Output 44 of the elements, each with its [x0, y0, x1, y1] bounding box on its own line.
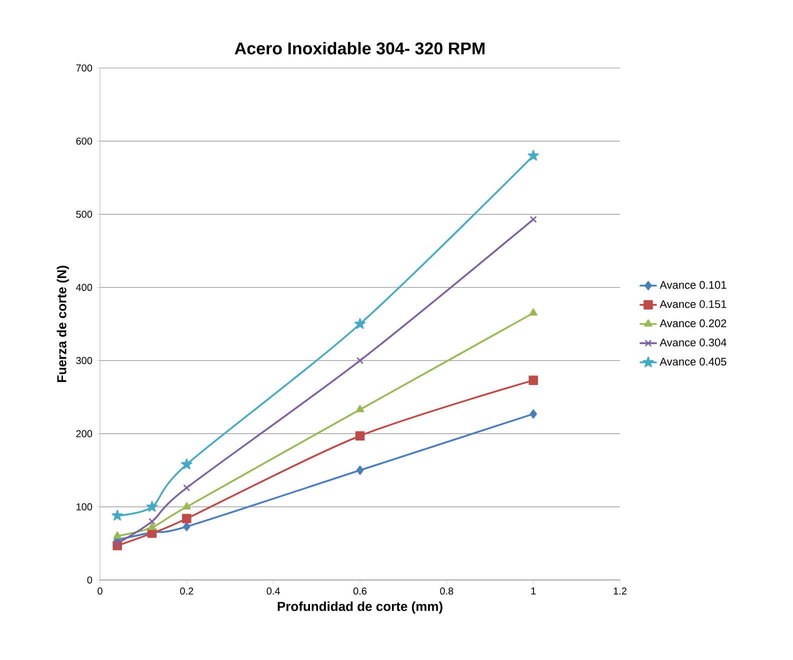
point [181, 458, 192, 470]
x-axis-title: Profundidad de corte (mm) [278, 601, 442, 614]
legend-label: Avance 0.202 [660, 319, 726, 328]
x-tick-label: 1 [531, 588, 536, 594]
y-tick-label: 200 [76, 430, 92, 438]
y-tick-label: 100 [76, 503, 92, 510]
point [148, 522, 156, 530]
point [530, 216, 537, 223]
point [113, 531, 122, 539]
point [182, 514, 192, 524]
point [148, 518, 156, 525]
legend-label: Avance 0.151 [660, 300, 726, 308]
point [354, 318, 366, 329]
point [355, 431, 365, 441]
chart-title: Acero Inoxidable 304- 320 RPM [234, 42, 484, 54]
point [528, 150, 539, 161]
y-axis-title: Fuerza de corte (N) [56, 266, 69, 382]
legend-label: Avance 0.101 [660, 281, 726, 289]
y-tick-label: 500 [76, 210, 92, 218]
point [112, 510, 123, 520]
point [356, 466, 364, 475]
x-tick-label: 0.6 [353, 588, 367, 595]
point [529, 308, 538, 316]
point [356, 404, 364, 412]
legend-label: Avance 0.304 [660, 338, 726, 346]
y-tick-label: 600 [76, 138, 92, 145]
point [182, 502, 191, 510]
x-tick-label: 0.2 [180, 588, 194, 595]
y-tick-label: 400 [76, 284, 92, 291]
y-tick-label: 700 [76, 64, 92, 72]
point [183, 522, 190, 532]
x-tick-label: 0 [98, 588, 102, 595]
x-tick-label: 0.4 [266, 588, 280, 595]
x-tick-label: 1.2 [614, 588, 626, 594]
point [114, 540, 121, 547]
legend-label: Avance 0.405 [660, 358, 726, 366]
x-tick-label: 0.8 [440, 588, 454, 595]
point [528, 376, 538, 385]
point [183, 484, 190, 492]
point [146, 500, 158, 512]
y-tick-label: 0 [87, 576, 92, 584]
point [356, 357, 364, 364]
point [530, 409, 537, 419]
y-tick-label: 300 [76, 357, 92, 364]
